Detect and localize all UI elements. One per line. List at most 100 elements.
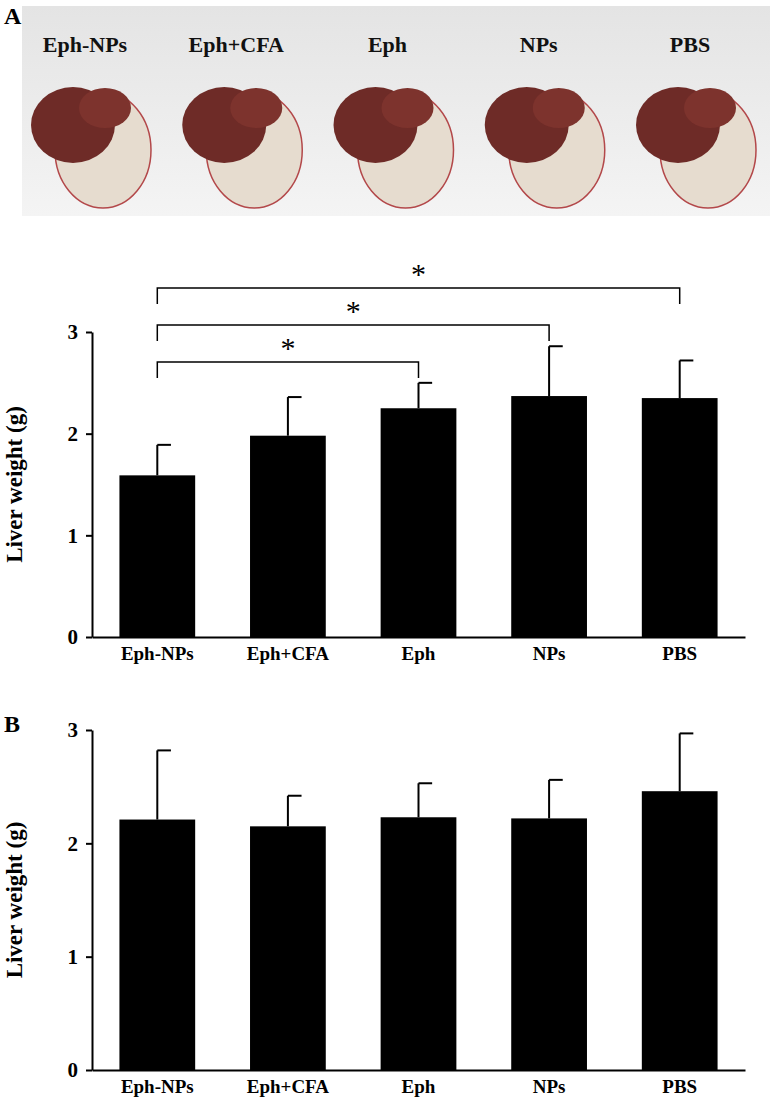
error-bar-cap	[549, 779, 563, 781]
bracket-line	[157, 325, 549, 341]
panel-label: B	[4, 711, 20, 737]
error-bar-cap	[288, 396, 302, 398]
liver-image	[636, 87, 756, 208]
chart: A 0 1 2 3 Eph-NPs Eph+CFA Eph NPs PBS Liver weight…	[2, 3, 746, 664]
significance-bracket: *	[157, 294, 549, 341]
bar	[250, 436, 326, 637]
liver-lobe	[382, 88, 434, 128]
x-axis: Eph-NPs Eph+CFA Eph NPs PBS	[93, 637, 746, 664]
y-axis-line	[92, 731, 94, 1071]
x-tick-label: Eph-NPs	[121, 1076, 194, 1097]
error-bar	[680, 733, 694, 791]
significance-bracket: *	[157, 331, 418, 378]
error-bar-cap	[288, 795, 302, 797]
error-bar-cap	[680, 732, 694, 734]
y-tick-label: 3	[68, 718, 79, 742]
y-axis: 0 1 2 3	[68, 320, 93, 649]
y-tick-label: 2	[68, 422, 79, 446]
liver-image	[31, 87, 151, 208]
x-tick: Eph-NPs	[121, 637, 194, 664]
y-tick-label: 1	[68, 945, 79, 969]
x-tick: NPs	[533, 1070, 566, 1097]
error-bar	[157, 750, 171, 819]
bar	[511, 396, 587, 637]
bar	[119, 820, 195, 1070]
error-bar	[157, 445, 171, 476]
liver-lobe	[79, 88, 131, 128]
x-axis-line	[93, 1070, 746, 1072]
error-bar-cap	[419, 382, 433, 384]
y-tick-mark	[86, 730, 92, 732]
plot-area	[119, 346, 717, 637]
plot-area	[119, 733, 717, 1070]
x-tick-label: NPs	[533, 1076, 566, 1097]
error-bar-stem	[156, 445, 158, 476]
x-tick-label: NPs	[533, 643, 566, 664]
error-bar	[549, 780, 563, 819]
y-tick-mark	[86, 433, 92, 435]
bar	[381, 817, 457, 1070]
x-tick: PBS	[662, 637, 697, 664]
x-tick-label: Eph+CFA	[247, 643, 330, 664]
x-tick: NPs	[533, 637, 566, 664]
x-tick-label: PBS	[662, 1076, 697, 1097]
photo-label: Eph-NPs	[43, 32, 128, 57]
error-bar	[288, 796, 302, 827]
y-tick-mark	[86, 956, 92, 958]
error-bar	[549, 346, 563, 396]
significance-label: *	[280, 331, 295, 364]
liver-image	[485, 87, 605, 208]
y-tick-mark	[86, 637, 92, 639]
error-bar	[288, 397, 302, 436]
y-tick: 1	[68, 945, 93, 969]
x-tick-label: PBS	[662, 643, 697, 664]
x-tick: Eph	[402, 1070, 436, 1097]
bar	[642, 791, 718, 1070]
x-tick-label: Eph-NPs	[121, 643, 194, 664]
x-tick: Eph	[402, 637, 436, 664]
error-bar	[419, 783, 433, 817]
error-bar-stem	[287, 796, 289, 827]
x-tick-label: Eph	[402, 643, 436, 664]
y-tick-label: 0	[68, 1058, 79, 1082]
liver-lobe	[533, 88, 585, 128]
error-bar-cap	[549, 345, 563, 347]
error-bar-stem	[548, 346, 550, 396]
bracket-line	[157, 288, 679, 304]
liver-lobe	[684, 88, 736, 128]
liver-image	[182, 87, 302, 208]
bracket-line	[157, 362, 418, 378]
panel-label: A	[4, 3, 22, 29]
x-tick: PBS	[662, 1070, 697, 1097]
y-axis-title: Liver weight (g)	[2, 406, 27, 563]
error-bar-stem	[679, 733, 681, 791]
error-bar-stem	[418, 383, 420, 408]
bar	[119, 475, 195, 637]
y-tick-label: 3	[68, 320, 79, 344]
y-tick: 2	[68, 832, 93, 856]
error-bar-cap	[419, 782, 433, 784]
error-bar-stem	[418, 783, 420, 817]
y-tick-label: 0	[68, 625, 79, 649]
liver-lobe	[230, 88, 282, 128]
photo-label: NPs	[520, 32, 558, 57]
x-tick: Eph-NPs	[121, 1070, 194, 1097]
error-bar-cap	[157, 749, 171, 751]
chart: B0123Eph-NPsEph+CFAEphNPsPBSLiver weight…	[2, 711, 746, 1097]
y-tick: 1	[68, 524, 93, 548]
error-bar	[419, 383, 433, 408]
error-bar-cap	[157, 444, 171, 446]
y-tick-label: 1	[68, 524, 79, 548]
y-tick: 0	[68, 1058, 93, 1082]
photo-background	[22, 6, 770, 216]
y-tick-mark	[86, 535, 92, 537]
x-tick-label: Eph+CFA	[247, 1076, 330, 1097]
error-bar-cap	[680, 359, 694, 361]
y-tick-mark	[86, 843, 92, 845]
photo: Eph-NPsEph+CFAEphNPsPBS	[22, 6, 770, 216]
y-axis-line	[92, 333, 94, 638]
liver-image	[334, 87, 454, 208]
figure: Eph-NPs Eph+CFA Eph NPs PBS A 0 1 2 3 Eph-NPs Eph+C…	[0, 0, 774, 1108]
y-tick-mark	[86, 1070, 92, 1072]
error-bar-stem	[679, 360, 681, 398]
